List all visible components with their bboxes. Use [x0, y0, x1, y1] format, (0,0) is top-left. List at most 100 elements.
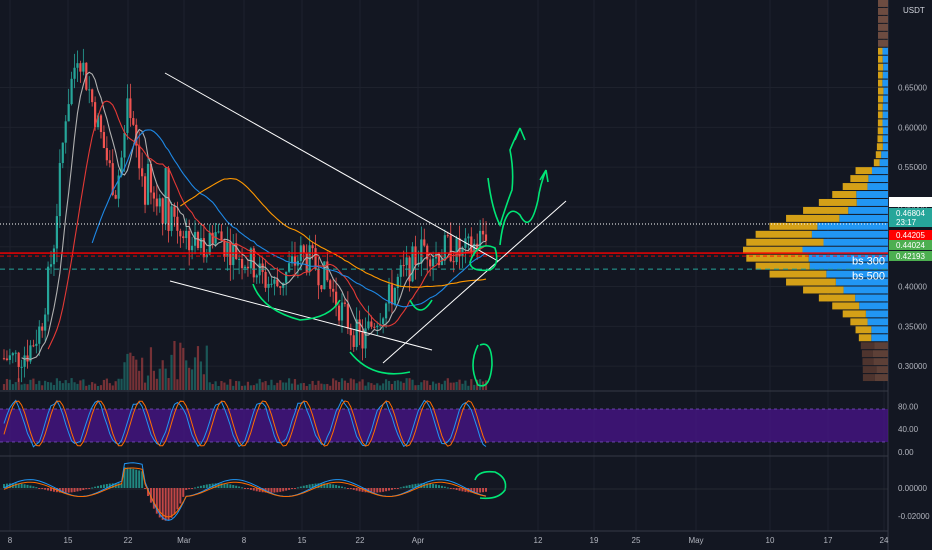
candle-body [340, 302, 344, 321]
macd-bar [299, 486, 302, 488]
macd-bar [473, 488, 476, 493]
candle-body [405, 257, 408, 266]
macd-histogram [3, 462, 487, 521]
macd-bar [220, 483, 223, 488]
moving-average-line [21, 71, 487, 360]
candle-body [387, 284, 391, 304]
volume-bar [20, 384, 23, 390]
time-axis-label: 10 [766, 536, 775, 545]
volume-bar [252, 385, 255, 390]
candle-body [132, 118, 135, 125]
candle-body [152, 192, 155, 199]
vp-buy-bar [879, 159, 888, 167]
vp-buy-bar [809, 262, 888, 270]
macd-bar [282, 488, 285, 492]
candle-body [5, 358, 9, 360]
macd-bar [452, 488, 455, 490]
volume-bar [111, 385, 114, 390]
macd-bar [135, 469, 138, 488]
macd-bar [291, 488, 294, 490]
vp-buy-bar [856, 198, 888, 206]
macd-bar [61, 488, 64, 493]
volume-bar [208, 382, 211, 390]
price-badge-value: 23:17 [896, 218, 917, 227]
macd-bar [123, 467, 126, 488]
volume-bar [479, 379, 482, 390]
macd-bar [446, 487, 449, 489]
time-axis[interactable]: 8 15 22 Mar 8 15 22 Apr 12 19 25 May 10 17 24 [8, 536, 889, 545]
vp-buy-bar [826, 270, 888, 278]
volume-bar [414, 385, 417, 390]
vp-sell-bar [832, 191, 857, 198]
volume-bar [411, 379, 414, 390]
time-axis-label: 19 [590, 536, 599, 545]
candle-body [8, 355, 11, 360]
candle-body [23, 355, 26, 367]
time-axis-label: 15 [298, 536, 307, 545]
bs-note: bs 500 [852, 270, 885, 282]
volume-bar [417, 385, 420, 390]
vp-sell-bar [769, 270, 827, 278]
volume-bar [261, 382, 264, 390]
lower-trendline[interactable] [169, 280, 433, 351]
support-trendline[interactable] [382, 200, 567, 364]
candle-body [249, 248, 252, 269]
macd-bar [311, 483, 314, 488]
volume-bar [458, 379, 461, 390]
freehand-arrow [499, 169, 549, 246]
volume-bar [314, 384, 317, 390]
volume-bar [229, 379, 232, 390]
moving-average-line [47, 100, 487, 350]
vp-sell-bar [842, 183, 868, 191]
candle-body [161, 198, 164, 224]
volume-bar [23, 383, 26, 390]
candle-body [185, 230, 188, 239]
macd-bar [85, 488, 88, 490]
vp-sell-bar [873, 159, 880, 167]
volume-bar [446, 378, 449, 390]
macd-bar [455, 488, 458, 490]
candle-body [102, 132, 106, 149]
macd-bar [355, 488, 358, 491]
volume-bar [346, 382, 349, 390]
volume-bar [279, 380, 282, 390]
vp-sell-bar [877, 119, 883, 127]
macd-bar [388, 488, 391, 491]
candle-body [349, 328, 352, 336]
vp-sell-bar [842, 310, 866, 318]
time-axis-label: 17 [824, 536, 833, 545]
time-axis-label: 24 [880, 536, 889, 545]
bs-note: bs 300 [852, 255, 885, 267]
volume-bar [205, 345, 208, 390]
macd-bar [64, 488, 67, 493]
candle-body [73, 67, 76, 79]
vp-buy-bar [839, 214, 888, 222]
vp-buy-bar [882, 135, 888, 143]
macd-bar [405, 485, 408, 488]
volume-bar [94, 383, 97, 390]
candle-body [484, 234, 488, 241]
vp-sell-bar [877, 127, 883, 135]
volume-profile [743, 0, 888, 382]
macd-bar [223, 483, 226, 488]
moving-averages [21, 71, 487, 360]
macd-bar [120, 483, 123, 488]
vp-buy-bar [871, 326, 888, 334]
vp-buy-bar [873, 358, 888, 366]
candle-body [396, 276, 399, 288]
macd-bar [232, 485, 235, 488]
volume-bar [376, 383, 379, 390]
upper-trendline[interactable] [164, 72, 499, 262]
candle-body [440, 258, 444, 266]
candle-body [358, 319, 361, 333]
price-badge-dotted [889, 197, 932, 207]
macd-bar [214, 483, 217, 488]
volume-bar [220, 381, 223, 390]
macd-bar [5, 483, 8, 488]
candle-body [114, 194, 117, 199]
volume-bar [296, 384, 300, 390]
macd-bar [91, 487, 94, 489]
volume-bar [379, 385, 382, 390]
vp-buy-bar [843, 286, 888, 294]
